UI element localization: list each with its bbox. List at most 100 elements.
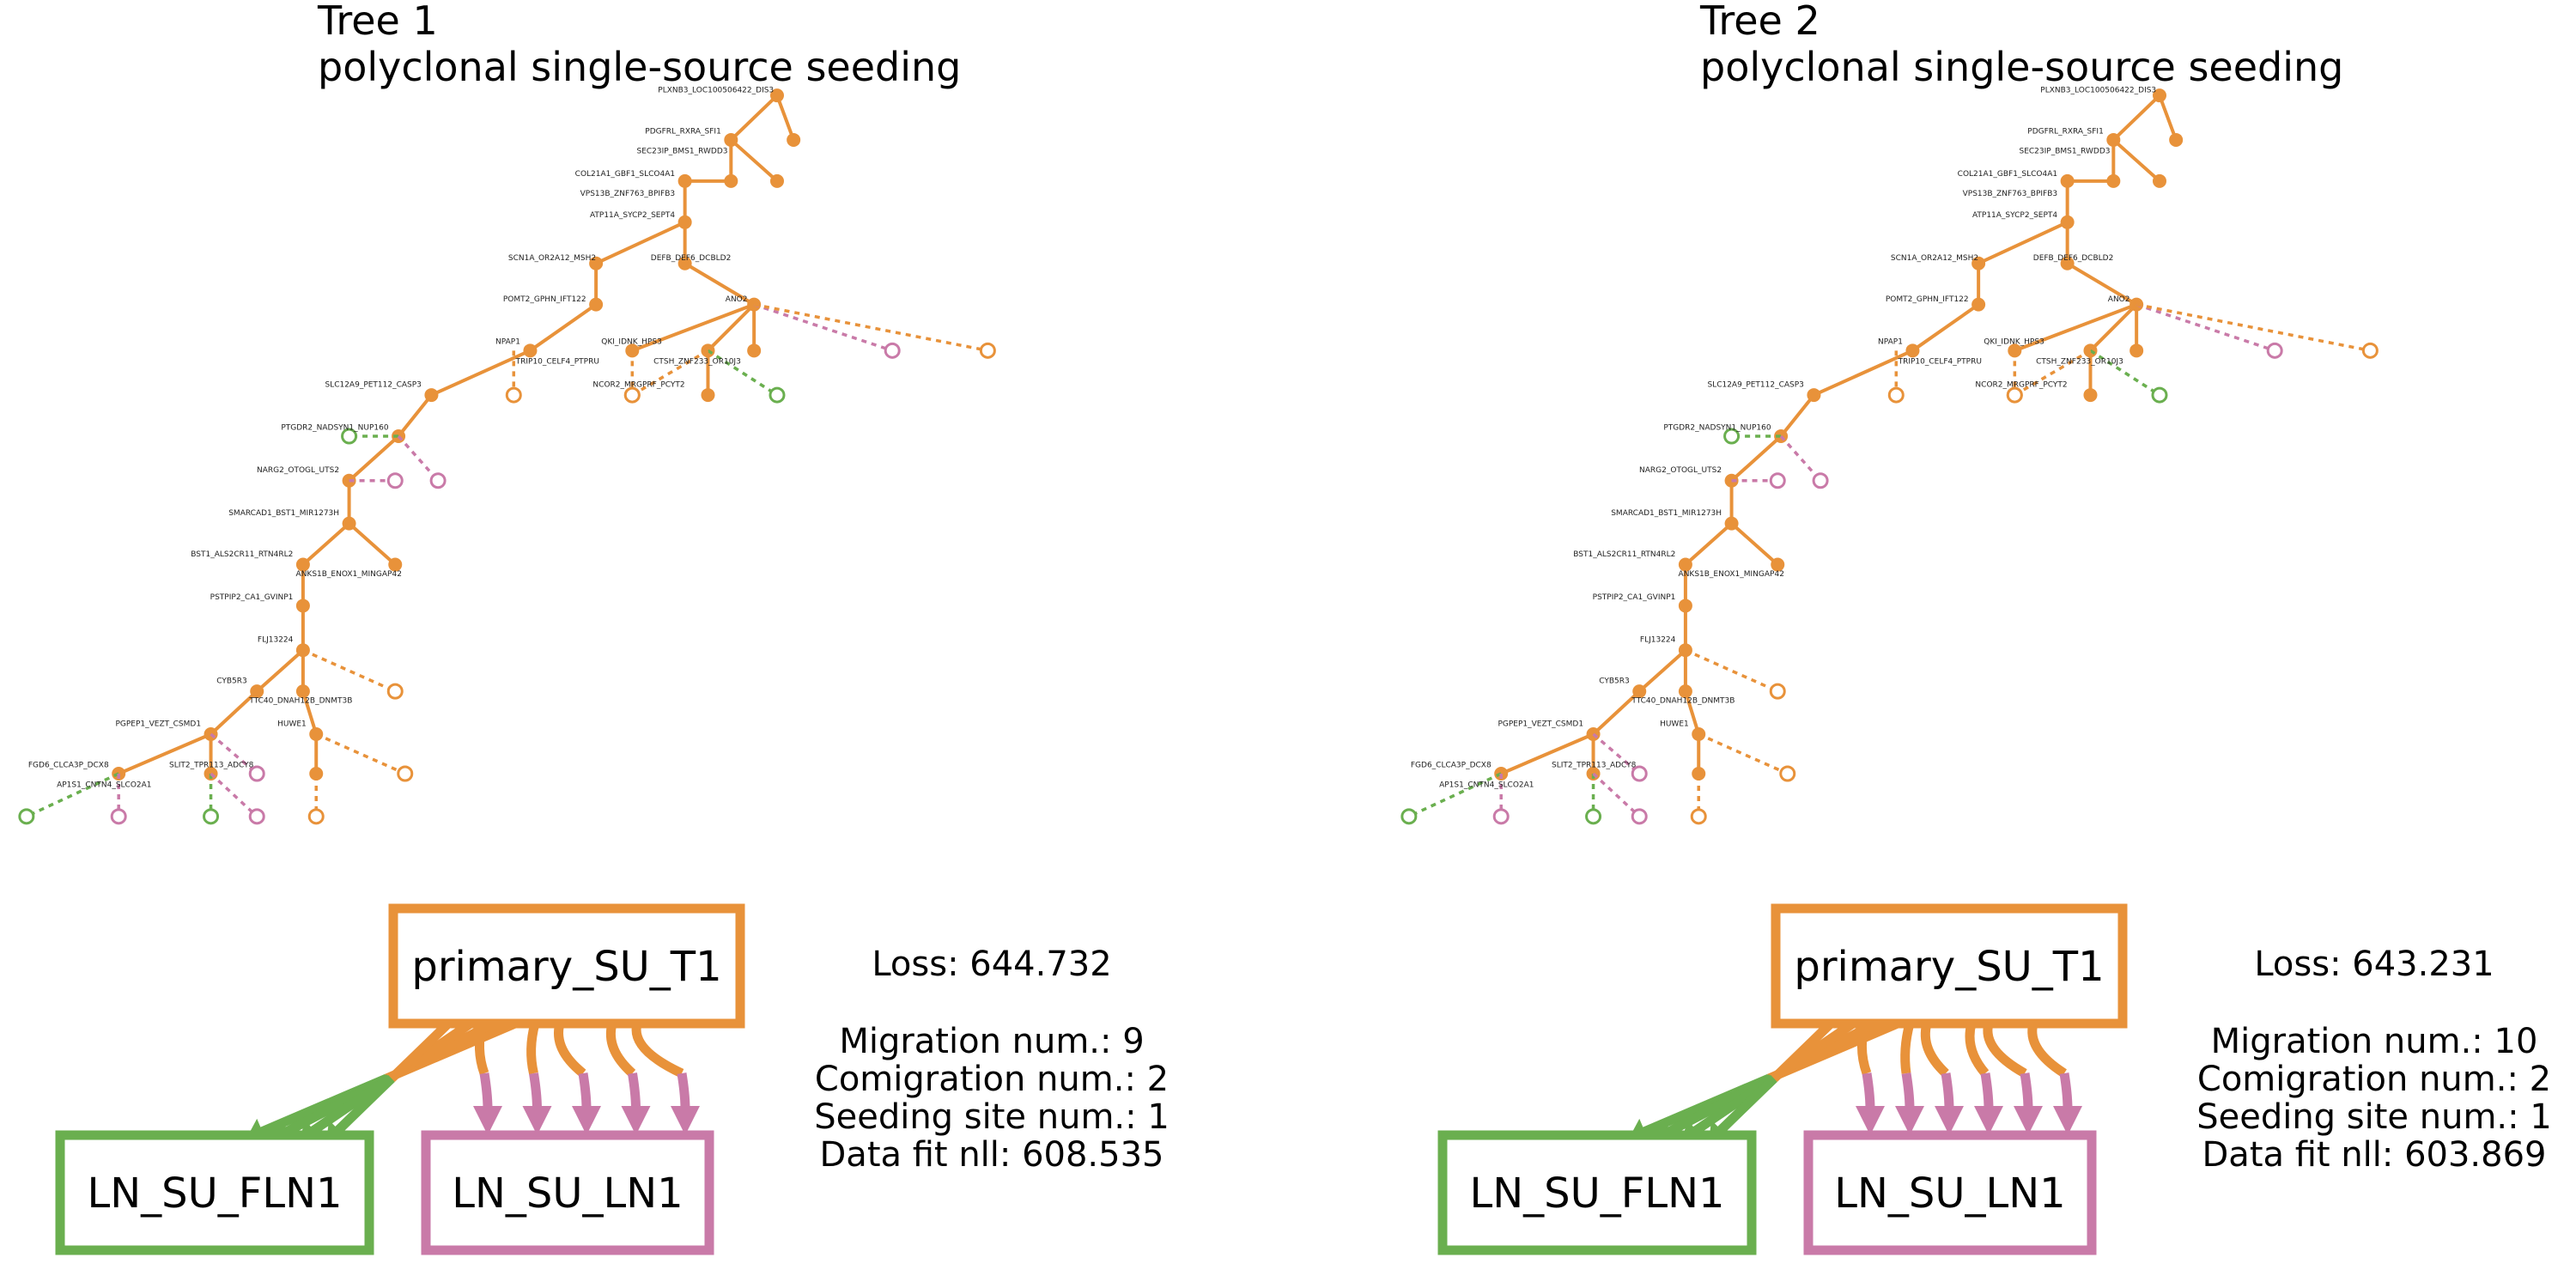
tree-node-label: SEC23IP_BMS1_RWDD3 [637,147,728,155]
tree-edge [2014,302,2137,353]
tree-leaf-open [884,342,901,359]
tree-node [424,388,439,403]
tree-node-label: ANKS1B_ENOX1_MINGAP42 [296,570,402,579]
tree-node-label: NCOR2_MRGPRF_PCYT2 [1975,380,2067,389]
stat-comigration: Comigration num.: 2 [815,1060,1169,1099]
tree-edge-dashed [2014,349,2092,397]
tree-node-label: VPS13B_ZNF763_BPIFB3 [1963,190,2058,198]
tree-leaf-open [1585,808,1602,825]
tree-node-label: CTSH_ZNF233_OR10J3 [2036,358,2123,367]
tree-leaf-open [1812,472,1829,489]
tree-node-label: NPAP1 [495,338,520,347]
tree-node-label: SMARCAD1_BST1_MIR1273H [228,509,339,518]
migration-arrowhead [522,1106,552,1135]
tree-edge [210,690,258,736]
tree-node-label: TRIP10_CELF4_PTPRU [1898,358,1982,367]
tree-node-label: DEFB_DEF6_DCBLD2 [2033,254,2114,263]
tree-node-label: ANO2 [2108,295,2130,304]
tree-leaf-open [203,808,220,825]
tree-node [724,132,738,147]
tree-node [295,598,310,613]
tree-edge [348,522,397,567]
migration-edge [1983,1022,2027,1078]
tree-node-label: COL21A1_GBF1_SLCO4A1 [575,170,675,179]
tree-node-label: CYB5R3 [1599,677,1630,686]
tree-leaf-open [18,808,35,825]
primary-site-label: primary_SU_T1 [411,943,721,991]
clone-tree: PLXNB3_LOC100506422_DIS3 PDGFRL_RXRA_SFI1… [1400,86,2379,825]
tree-node-label: HUWE1 [277,720,307,728]
tree-node-label: VPS13B_ZNF763_BPIFB3 [580,190,676,198]
tree-node-label: HUWE1 [1660,720,1689,728]
tree-node-label: AP1S1_CNTN4_SLCO2A1 [57,781,151,789]
tree-edge [430,349,532,397]
tree-leaf-open [248,765,265,782]
ln-site-box [1803,1130,2097,1255]
tree-node [1971,297,1986,312]
migration-edge [331,1075,395,1137]
tree-node-label: CTSH_ZNF233_OR10J3 [653,358,741,367]
migration-edge [631,1022,684,1078]
tree-node-label: ANKS1B_ENOX1_MINGAP42 [1679,570,1784,579]
tree-edge [1500,732,1595,775]
tree-node-label: PGPEP1_VEZT_CSMD1 [115,720,201,728]
stat-datafit: Data fit nll: 608.535 [820,1135,1164,1175]
tree-node-label: SCN1A_OR2A12_MSH2 [508,254,596,263]
tree-edge-dashed [302,648,396,693]
tree-node [2060,173,2075,188]
primary-site-box [1771,903,2128,1029]
tree-node [1807,388,1821,403]
tree-node [677,256,692,270]
tree-leaf-open [429,472,447,489]
tree-edge [1684,522,1733,567]
tree-leaf-open [2151,386,2168,404]
tree-node-label: FLJ13224 [1640,636,1676,645]
tree-node [2060,215,2075,229]
tree-leaf-open [1723,428,1741,445]
migration-arrowhead [621,1106,651,1135]
tree-subtitle: polyclonal single-source seeding [1700,44,2343,90]
tree-node [1724,473,1739,488]
tree-leaf-open [386,472,404,489]
tree-leaf-open [1492,808,1510,825]
tree-leaf-open [397,765,414,782]
tree-leaf [770,173,784,188]
tree-edge [397,393,433,438]
migration-edge [526,1022,540,1075]
tree-edge [707,303,756,352]
tree-leaf-open [1887,386,1905,404]
tree-leaf-open [341,428,358,445]
tree-leaf [388,557,403,572]
tree-node-label: POMT2_GPHN_IFT122 [503,295,586,304]
tree-node [701,388,715,403]
migration-edge [1857,1022,1872,1075]
fln-site-label: LN_SU_FLN1 [1469,1170,1724,1218]
tree-node-label: PDGFRL_RXRA_SFI1 [2027,127,2104,136]
tree-leaf-open [1769,472,1786,489]
tree-node [589,297,604,312]
migration-edge [1901,1072,1915,1110]
tree-node-label: ATP11A_SYCP2_SEPT4 [1972,211,2057,220]
migration-edge [2020,1072,2033,1110]
tree-node-label: PSTPIP2_CA1_GVINP1 [210,593,294,602]
tree-edge [2089,303,2138,352]
tree-edge [118,732,212,775]
tree-node-label: NCOR2_MRGPRF_PCYT2 [592,380,684,389]
tree-node-label: FLJ13224 [258,636,294,645]
stat-seeding: Seeding site num.: 1 [2196,1097,2552,1137]
migration-arrowhead [1856,1106,1885,1135]
tree-edge [1978,220,2069,265]
migration-edge [605,1022,636,1078]
tree-edge [1592,690,1641,736]
tree-node-label: CYB5R3 [216,677,247,686]
tree-node [2060,256,2075,270]
migration-arrowhead [572,1106,601,1135]
stat-migration: Migration num.: 9 [839,1022,1144,1061]
tree-edge-dashed [1685,648,1778,693]
tree-node-label: PDGFRL_RXRA_SFI1 [645,127,721,136]
tree-node-label: PLXNB3_LOC100506422_DIS3 [2040,86,2156,94]
migration-arrowhead [1935,1106,1964,1135]
tree-node-label: SLC12A9_PET112_CASP3 [1707,380,1803,389]
